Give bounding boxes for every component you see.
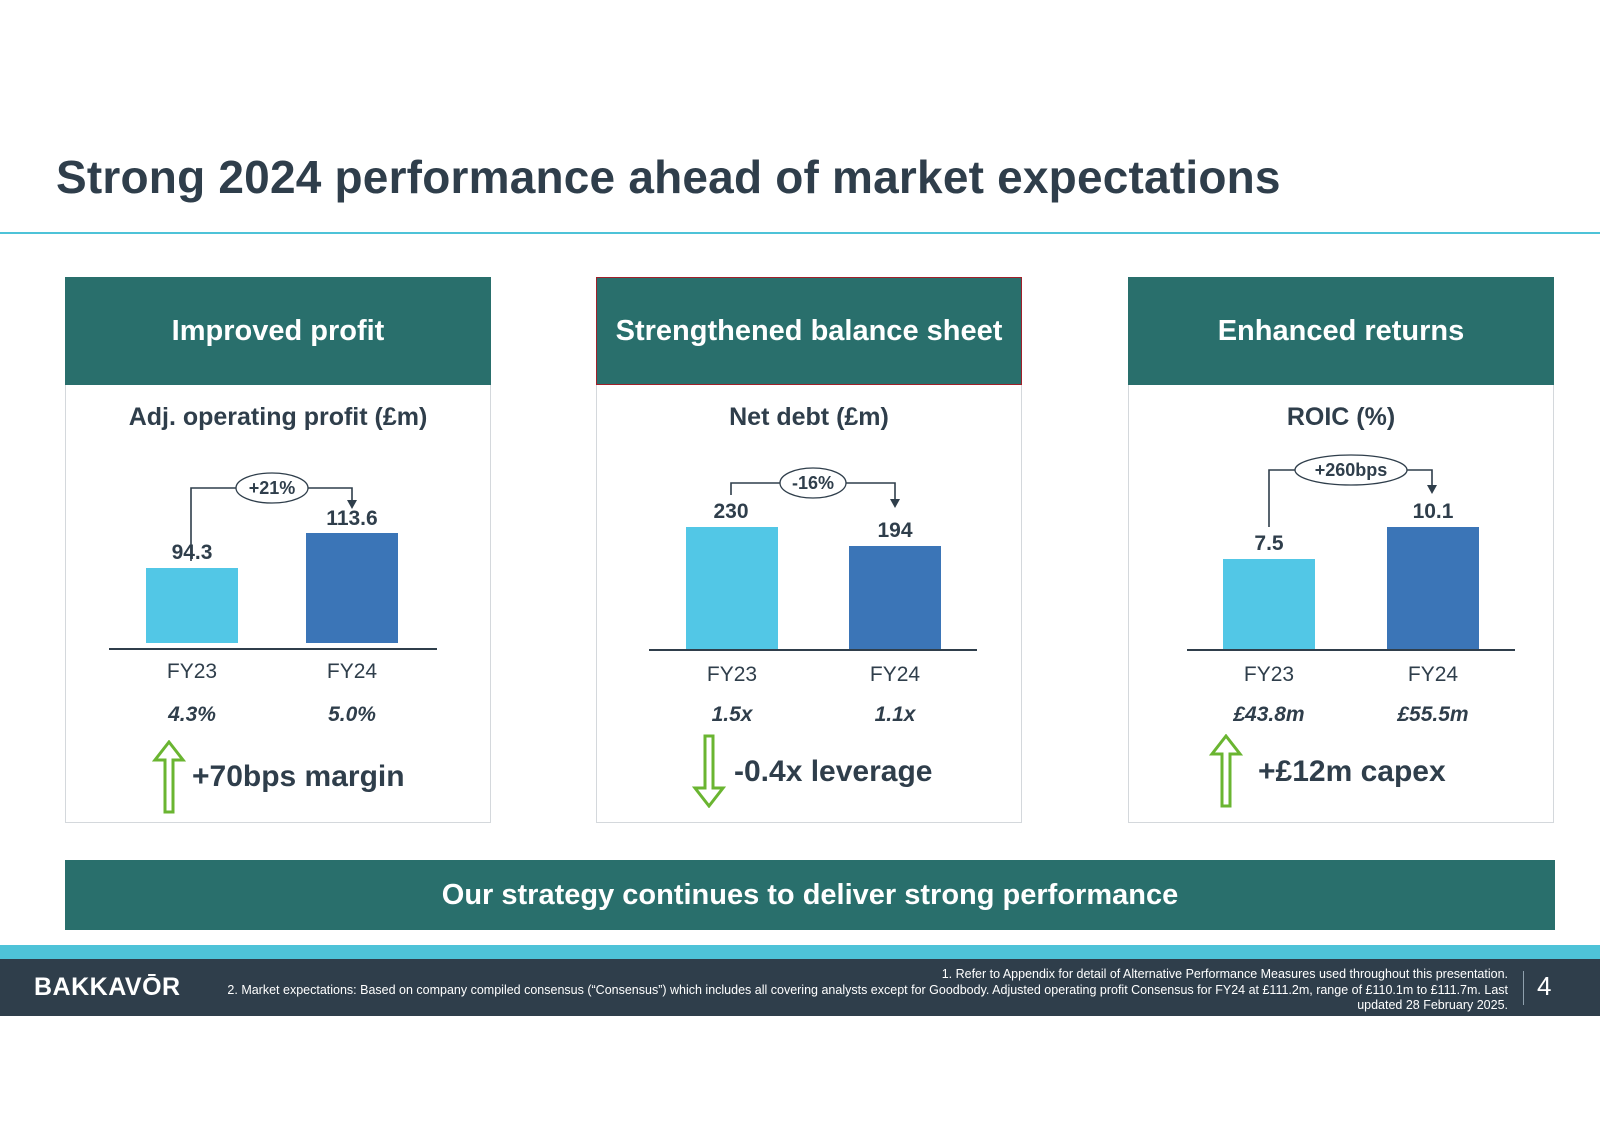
callout-text: +70bps margin <box>192 760 405 793</box>
panel-header: Improved profit <box>65 277 491 385</box>
strategy-banner: Our strategy continues to deliver strong… <box>65 860 1555 930</box>
bar-fy23 <box>686 527 778 649</box>
callout-text: -0.4x leverage <box>734 755 933 788</box>
bar-chart-profit: +21% 94.3 113.6 <box>146 472 398 643</box>
sub-value-fy24: 1.1x <box>874 703 916 726</box>
change-label: +260bps <box>1315 460 1388 480</box>
category-label-fy23: FY23 <box>1243 663 1295 686</box>
bakkavor-logo: BAKKAVŌR <box>34 973 181 1001</box>
category-label-fy24: FY24 <box>869 663 921 686</box>
sub-value-fy23: 1.5x <box>711 703 753 726</box>
bar-fy23 <box>146 568 238 643</box>
axis-baseline <box>1187 649 1515 651</box>
panel-balance-sheet: Strengthened balance sheet Net debt (£m)… <box>596 277 1022 823</box>
category-label-fy23: FY23 <box>166 660 218 683</box>
bar-fy24 <box>849 546 941 649</box>
change-bubble <box>1294 454 1408 486</box>
footnotes: 1. Refer to Appendix for detail of Alter… <box>208 967 1508 1014</box>
category-label-fy24: FY24 <box>1407 663 1459 686</box>
footnote-1: 1. Refer to Appendix for detail of Alter… <box>941 967 1508 981</box>
metric-title: Net debt (£m) <box>729 403 889 431</box>
bar-fy24 <box>306 533 398 643</box>
sub-value-fy23: £43.8m <box>1233 703 1305 726</box>
page-number: 4 <box>1537 971 1552 1001</box>
panel-improved-profit: Improved profit Adj. operating profit (£… <box>65 277 491 823</box>
bar-fy24 <box>1387 527 1479 649</box>
change-bubble <box>235 472 309 504</box>
up-arrow-icon <box>152 740 186 814</box>
title-divider <box>0 232 1600 234</box>
bar-chart-net-debt: -16% 230 194 <box>686 467 941 649</box>
callout-text: +£12m capex <box>1258 755 1446 788</box>
category-label-fy23: FY23 <box>706 663 758 686</box>
up-arrow-icon <box>1209 734 1243 808</box>
panel-header: Strengthened balance sheet <box>596 277 1022 385</box>
sub-value-fy23: 4.3% <box>168 703 216 726</box>
down-arrow-icon <box>692 734 726 808</box>
page-title: Strong 2024 performance ahead of market … <box>56 151 1281 203</box>
metric-title: Adj. operating profit (£m) <box>128 403 428 431</box>
change-label: -16% <box>792 473 834 493</box>
change-label: +21% <box>249 478 296 498</box>
footer-divider <box>1523 971 1524 1005</box>
axis-baseline <box>649 649 977 651</box>
bar-chart-roic: +260bps 7.5 10.1 <box>1223 454 1479 649</box>
panel-enhanced-returns: Enhanced returns ROIC (%) +260bps 7.5 10… <box>1128 277 1554 823</box>
connector-arrowhead <box>890 499 900 508</box>
connector-arrowhead <box>1427 485 1437 494</box>
category-label-fy24: FY24 <box>326 660 378 683</box>
metric-title: ROIC (%) <box>1286 403 1396 431</box>
value-label-fy24: 113.6 <box>326 507 377 530</box>
value-label-fy23: 7.5 <box>1254 532 1284 555</box>
footer: BAKKAVŌR 1. Refer to Appendix for detail… <box>0 959 1600 1016</box>
change-bubble <box>779 467 847 499</box>
footnote-2: 2. Market expectations: Based on company… <box>227 982 1508 1013</box>
panel-header: Enhanced returns <box>1128 277 1554 385</box>
bar-fy23 <box>1223 559 1315 649</box>
footer-accent-band <box>0 945 1600 959</box>
sub-value-fy24: £55.5m <box>1397 703 1469 726</box>
value-label-fy24: 194 <box>877 519 912 542</box>
connector-arrowhead <box>347 500 357 509</box>
sub-value-fy24: 5.0% <box>328 703 376 726</box>
value-label-fy24: 10.1 <box>1413 500 1454 523</box>
value-label-fy23: 230 <box>713 500 748 523</box>
axis-baseline <box>109 648 437 650</box>
value-label-fy23: 94.3 <box>172 541 213 564</box>
